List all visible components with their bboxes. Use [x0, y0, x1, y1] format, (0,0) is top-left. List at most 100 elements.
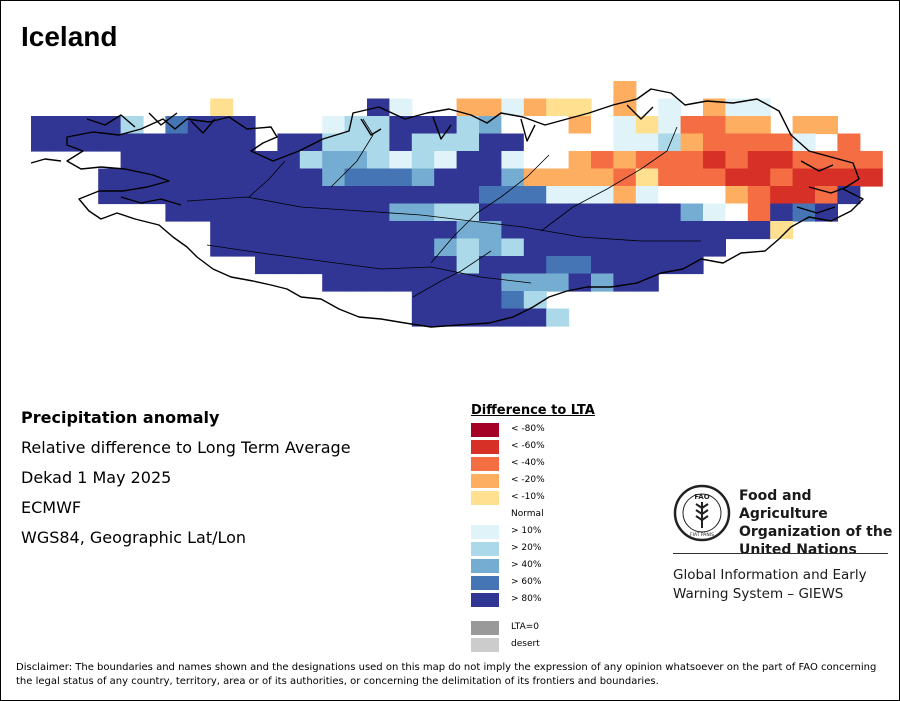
anomaly-cell — [613, 98, 637, 117]
anomaly-cell — [389, 116, 413, 135]
anomaly-cell — [232, 116, 256, 135]
anomaly-cell — [591, 186, 614, 205]
iceland-outline — [30, 88, 864, 328]
anomaly-cell — [31, 116, 54, 135]
map-title: Iceland — [21, 21, 118, 52]
anomaly-cell — [725, 133, 749, 152]
anomaly-cell — [501, 186, 525, 205]
anomaly-cell — [501, 238, 525, 257]
disclaimer: Disclaimer: The boundaries and names sho… — [16, 662, 877, 687]
anomaly-cell — [501, 203, 525, 222]
anomaly-cell — [411, 203, 435, 222]
anomaly-cell — [344, 168, 368, 187]
period-label: Dekad 1 May 2025 — [21, 468, 172, 487]
anomaly-cell — [546, 168, 570, 187]
anomaly-cell — [635, 238, 659, 257]
anomaly-cell — [479, 221, 502, 240]
anomaly-cell — [703, 203, 726, 222]
anomaly-cell — [680, 133, 704, 152]
anomaly-cell — [725, 168, 749, 187]
anomaly-cell — [411, 116, 435, 135]
anomaly-cell — [725, 203, 749, 222]
anomaly-cell — [680, 221, 704, 240]
anomaly-cell — [613, 273, 637, 292]
anomaly-cell — [187, 168, 211, 187]
anomaly-cell — [299, 186, 323, 205]
region-boundary — [186, 196, 701, 242]
anomaly-cell — [747, 133, 771, 152]
anomaly-cell — [322, 203, 346, 222]
anomaly-cell — [546, 256, 570, 275]
anomaly-cell — [187, 186, 211, 205]
anomaly-cell — [277, 238, 301, 257]
anomaly-cell — [792, 168, 816, 187]
anomaly-cell — [703, 98, 726, 117]
anomaly-cell — [456, 116, 480, 135]
anomaly-cell — [770, 151, 794, 170]
anomaly-cell — [523, 238, 547, 257]
anomaly-cell — [367, 116, 390, 135]
anomaly-cell — [98, 133, 122, 152]
anomaly-cell — [591, 116, 614, 135]
anomaly-cell — [255, 203, 278, 222]
region-boundary — [206, 244, 532, 284]
anomaly-cell — [456, 291, 480, 310]
map-canvas — [30, 81, 883, 328]
anomaly-cell — [837, 133, 861, 152]
anomaly-cell — [434, 186, 458, 205]
anomaly-cell — [143, 133, 166, 152]
anomaly-cell — [322, 238, 346, 257]
anomaly-cell — [703, 133, 726, 152]
anomaly-cell — [411, 186, 435, 205]
anomaly-cell — [658, 133, 682, 152]
anomaly-cell — [501, 291, 525, 310]
divider — [673, 553, 888, 554]
anomaly-cell — [613, 133, 637, 152]
anomaly-cell — [613, 203, 637, 222]
anomaly-cell — [479, 168, 502, 187]
anomaly-cell — [479, 116, 502, 135]
anomaly-cell — [299, 238, 323, 257]
anomaly-cell — [277, 133, 301, 152]
anomaly-cell — [367, 133, 390, 152]
legend-swatch — [471, 440, 499, 454]
anomaly-cell — [613, 238, 637, 257]
org-name-line: Organization of the — [739, 524, 893, 540]
anomaly-cell — [658, 186, 682, 205]
anomaly-cell — [75, 133, 99, 152]
anomaly-cell — [120, 133, 144, 152]
anomaly-cell — [546, 221, 570, 240]
anomaly-cell — [232, 186, 256, 205]
anomaly-cell — [479, 273, 502, 292]
anomaly-cell — [277, 203, 301, 222]
anomaly-cell — [322, 116, 346, 135]
anomaly-cell — [367, 168, 390, 187]
anomaly-cell — [568, 133, 592, 152]
anomaly-cell — [635, 133, 659, 152]
anomaly-cell — [210, 151, 234, 170]
legend-swatch — [471, 559, 499, 573]
anomaly-cell — [523, 273, 547, 292]
anomaly-cell — [277, 221, 301, 240]
anomaly-cell — [456, 221, 480, 240]
anomaly-cell — [792, 203, 816, 222]
anomaly-cell — [568, 186, 592, 205]
anomaly-cell — [367, 186, 390, 205]
legend-swatch — [471, 457, 499, 471]
anomaly-cell — [411, 168, 435, 187]
fao-logo-icon: FAO FIAT PANIS — [673, 484, 731, 542]
anomaly-cell — [658, 168, 682, 187]
anomaly-cell — [725, 116, 749, 135]
anomaly-cell — [411, 133, 435, 152]
anomaly-cell — [367, 238, 390, 257]
anomaly-cell — [680, 186, 704, 205]
anomaly-cell — [389, 186, 413, 205]
legend-label: > 60% — [511, 577, 542, 587]
anomaly-cell — [456, 186, 480, 205]
anomaly-cell — [434, 291, 458, 310]
anomaly-cell — [367, 256, 390, 275]
anomaly-cell — [770, 203, 794, 222]
anomaly-cell — [165, 133, 189, 152]
anomaly-cell — [837, 168, 861, 187]
region-boundary — [330, 118, 374, 188]
